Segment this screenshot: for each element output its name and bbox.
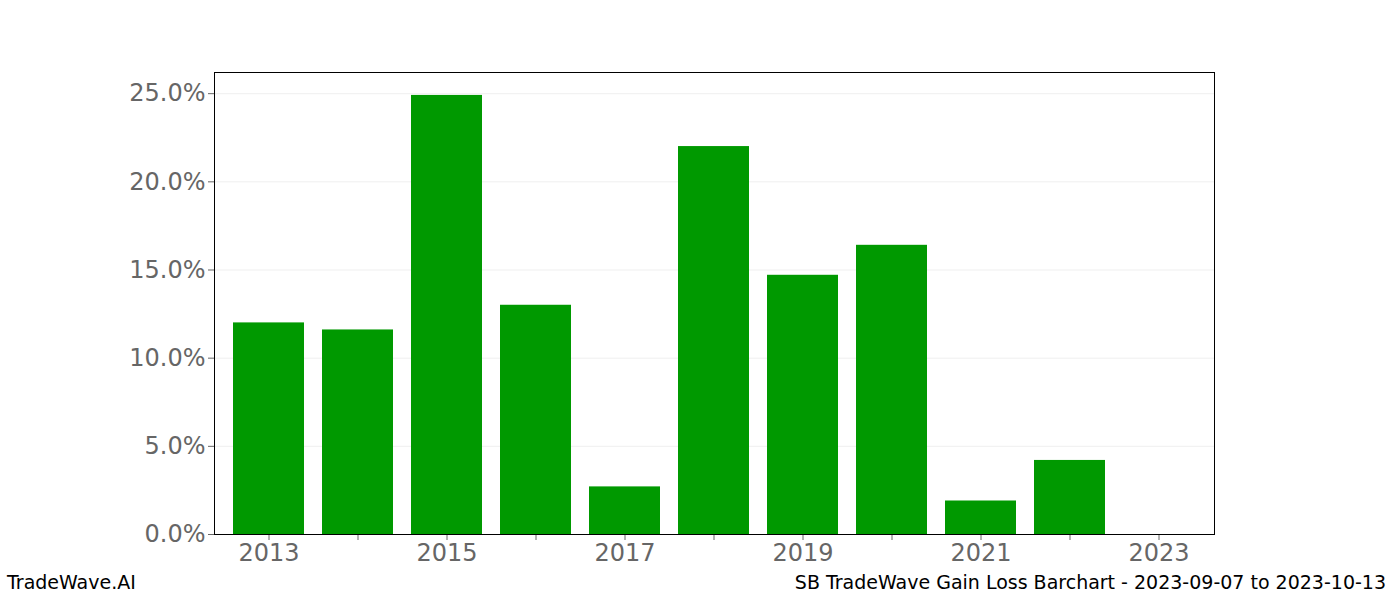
svg-text:15.0%: 15.0% — [129, 256, 205, 284]
svg-text:0.0%: 0.0% — [145, 520, 206, 548]
svg-text:2023: 2023 — [1128, 539, 1189, 565]
svg-text:2019: 2019 — [772, 539, 833, 565]
svg-text:2013: 2013 — [238, 539, 299, 565]
html-text:SB TradeWave Gain Loss Barchar: SB TradeWave Gain Loss Barchart - 2023-0… — [794, 571, 1386, 593]
svg-text:5.0%: 5.0% — [145, 432, 206, 460]
svg-text:20.0%: 20.0% — [129, 168, 205, 196]
svg-text:25.0%: 25.0% — [129, 79, 205, 107]
svg-text:2021: 2021 — [950, 539, 1011, 565]
html-text:TradeWave.AI: TradeWave.AI — [7, 571, 136, 593]
svg-text:2017: 2017 — [594, 539, 655, 565]
svg-text:10.0%: 10.0% — [129, 344, 205, 372]
svg-text:2015: 2015 — [416, 539, 477, 565]
